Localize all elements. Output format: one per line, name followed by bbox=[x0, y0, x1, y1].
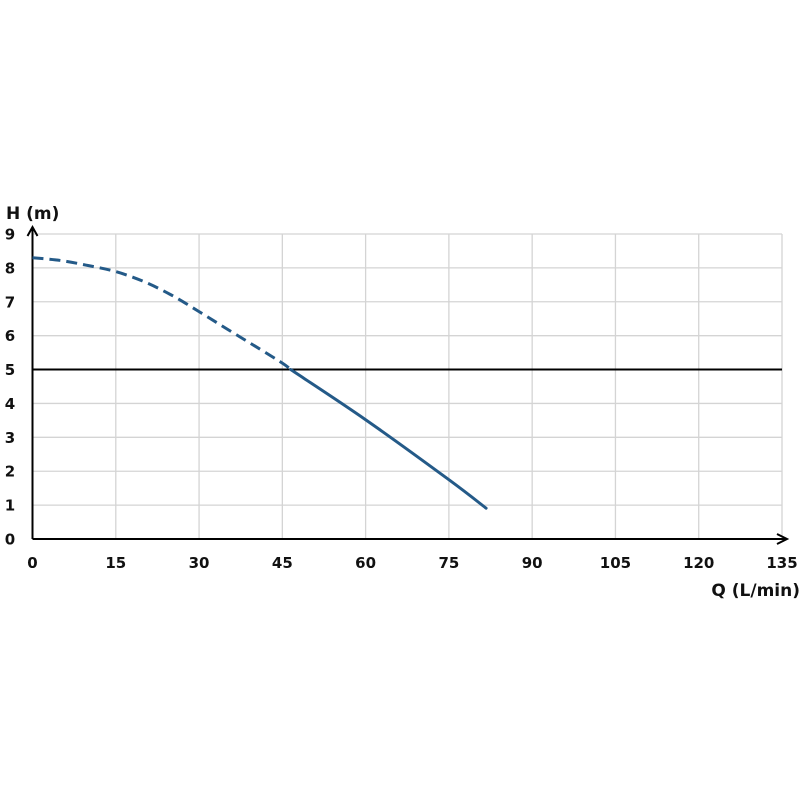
y-axis-label: H (m) bbox=[6, 204, 59, 224]
x-tick-label: 45 bbox=[272, 554, 293, 572]
x-tick-label: 105 bbox=[600, 554, 631, 572]
pump-curve-solid bbox=[289, 368, 488, 510]
x-tick-label: 30 bbox=[189, 554, 210, 572]
y-tick-label: 4 bbox=[5, 395, 15, 413]
y-axis-arrow bbox=[26, 224, 39, 237]
y-tick-label: 2 bbox=[5, 463, 15, 481]
y-tick-label: 3 bbox=[5, 429, 15, 447]
x-axis-arrow bbox=[776, 533, 790, 545]
x-tick-label: 135 bbox=[766, 554, 797, 572]
x-tick-label: 75 bbox=[438, 554, 459, 572]
y-tick-label: 8 bbox=[5, 259, 15, 277]
y-tick-label: 5 bbox=[5, 361, 15, 379]
x-axis-label: Q (L/min) bbox=[711, 581, 800, 601]
x-tick-label: 120 bbox=[683, 554, 714, 572]
y-tick-label: 9 bbox=[5, 226, 15, 244]
y-tick-label: 6 bbox=[5, 327, 15, 345]
x-tick-label: 0 bbox=[27, 554, 37, 572]
grid bbox=[26, 224, 790, 545]
x-tick-label: 90 bbox=[522, 554, 543, 572]
pump-curve-dashed bbox=[32, 256, 292, 371]
y-tick-label: 1 bbox=[5, 497, 15, 515]
x-tick-label: 15 bbox=[105, 554, 126, 572]
x-tick-label: 60 bbox=[355, 554, 376, 572]
y-tick-label: 7 bbox=[5, 293, 15, 311]
y-tick-label: 0 bbox=[5, 531, 15, 549]
series-group bbox=[32, 256, 488, 510]
